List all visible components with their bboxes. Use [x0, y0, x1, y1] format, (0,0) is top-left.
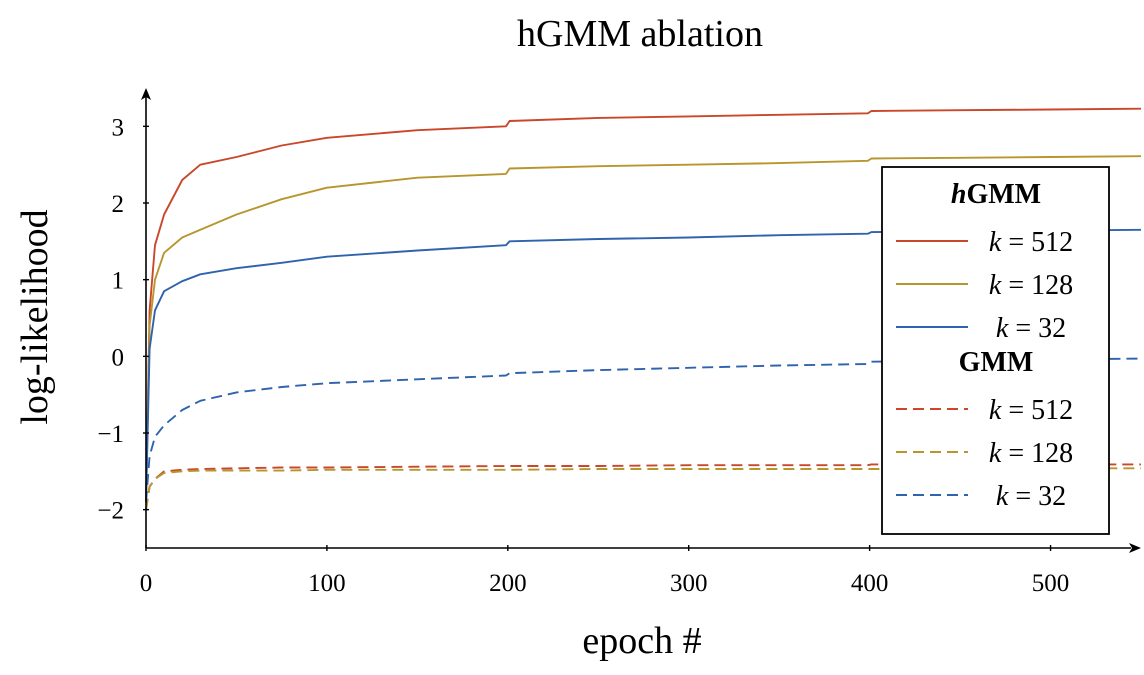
- legend-label: k = 512: [989, 227, 1073, 258]
- legend-heading-2: GMM: [959, 347, 1034, 378]
- x-tick-label: 500: [1032, 570, 1070, 597]
- y-axis-arrow: [141, 88, 151, 100]
- series-line-5: [145, 467, 1141, 510]
- x-tick-label: 0: [140, 570, 153, 597]
- x-tick-label: 100: [308, 570, 346, 597]
- legend-label: k = 32: [996, 313, 1066, 344]
- y-tick-label: −2: [97, 498, 124, 525]
- y-tick-label: 1: [112, 268, 125, 295]
- series-line-1: [145, 107, 1142, 503]
- legend-heading-1: hGMM: [951, 179, 1041, 210]
- x-tick-label: 400: [851, 570, 889, 597]
- y-tick-label: 0: [112, 344, 125, 371]
- legend-box: [881, 166, 1110, 535]
- y-tick-label: 2: [112, 191, 125, 218]
- chart-title: hGMM ablation: [517, 13, 763, 55]
- x-ticks: 0 100 200 300 400 500: [140, 545, 1070, 597]
- x-tick-label: 200: [489, 570, 527, 597]
- y-ticks: −2 −1 0 1 2 3: [97, 114, 149, 525]
- series-line-3: [145, 228, 1142, 503]
- series-line-4: [145, 463, 1141, 510]
- legend-label: k = 512: [989, 395, 1073, 426]
- legend-label: k = 32: [996, 481, 1066, 512]
- x-axis-arrow: [1129, 543, 1141, 553]
- x-axis-label: epoch #: [582, 620, 701, 662]
- series-line-2: [145, 155, 1142, 503]
- legend-label: k = 128: [989, 270, 1073, 301]
- x-tick-label: 300: [670, 570, 708, 597]
- y-tick-label: −1: [97, 421, 124, 448]
- y-tick-label: 3: [112, 114, 125, 141]
- axes: [141, 88, 1141, 553]
- legend-label: k = 128: [989, 438, 1073, 469]
- plot-lines: [145, 107, 1142, 510]
- y-axis-label: log-likelihood: [14, 209, 56, 424]
